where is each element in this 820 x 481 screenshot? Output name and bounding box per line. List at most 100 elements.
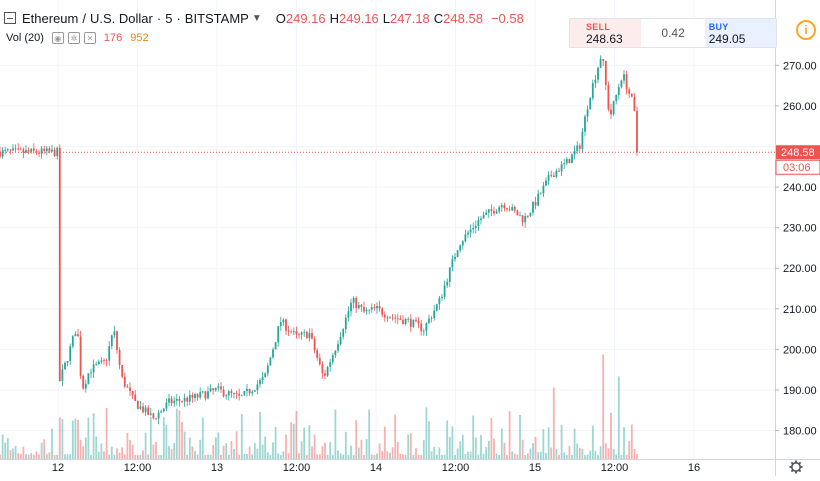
candle-body [586,109,589,117]
candle-body [360,305,363,308]
candle-body [43,148,46,152]
gear-icon[interactable] [789,460,803,474]
candle-body [607,85,610,110]
candle-body [581,131,584,149]
volume-bar [27,454,30,459]
candle-body [168,398,170,403]
candle-body [599,59,602,68]
interval[interactable]: 5 [165,10,173,26]
volume-bar [513,453,516,459]
candle-body [227,391,230,396]
volume-bar [537,452,540,459]
volume-bar [259,411,261,459]
candle-body [396,318,399,320]
price-tick-label: 220.00 [783,263,817,275]
candle-body [552,175,555,177]
volume-bar [472,415,475,459]
info-circle-icon[interactable]: i [796,20,816,40]
candle-body [620,80,623,88]
exchange-name[interactable]: BITSTAMP [184,10,249,26]
sell-button[interactable]: SELL 248.63 [570,19,642,47]
dot-separator: · [156,10,162,26]
candle-body [282,319,285,323]
candle-body [409,318,412,327]
high-value: 249.16 [339,10,379,26]
candle-body [532,202,534,213]
candle-body [17,148,20,150]
candle-body [191,394,194,398]
volume-bar [506,454,508,459]
volume-bar [19,453,22,459]
candle-body [131,391,134,395]
candle-body [443,285,446,297]
time-tick-label: 12:00 [601,462,629,474]
volume-bar [428,421,430,459]
time-tick-label: 16 [688,462,700,474]
volume-bar [610,412,612,459]
volume-bar [183,431,186,459]
candle-body [144,407,147,413]
volume-label[interactable]: Vol (20) [6,32,44,44]
volume-bar [420,454,423,459]
volume-bar [357,447,360,459]
volume-bar [578,448,581,459]
volume-bar [269,454,272,459]
volume-bar [45,454,48,459]
volume-bar [191,446,194,459]
chevron-down-icon[interactable]: ▼ [251,12,262,24]
candle-body [326,366,329,376]
volume-bar [435,454,438,459]
minus-square-icon[interactable] [4,12,16,24]
candle-body [454,256,456,260]
volume-bar [360,439,363,459]
volume-bar [409,433,412,459]
volume-bar [329,442,332,459]
volume-bar [0,454,1,459]
candle-body [71,336,74,347]
close-icon[interactable]: ✕ [83,32,96,44]
candle-body [482,214,485,219]
candle-body [615,95,618,102]
volume-bar [534,436,537,459]
volume-bar [251,454,254,459]
volume-bar [347,454,350,459]
volume-bar [311,446,313,459]
volume-bar [604,443,607,459]
candle-body [534,202,537,206]
candle-body [108,346,111,361]
volume-bar [123,454,126,459]
volume-bar [118,452,121,459]
symbol-name[interactable]: Ethereum [22,10,79,26]
volume-bar [633,448,636,459]
candle-body [487,209,490,213]
price-tick-label: 200.00 [783,344,817,356]
close-key: C [433,10,444,26]
volume-bar [542,429,545,459]
candle-body [4,149,7,151]
quote-currency[interactable]: U.S. Dollar [90,10,153,26]
volume-bar [378,443,381,459]
volume-bar [589,450,592,459]
candle-body [617,87,620,96]
candle-body [32,148,35,151]
volume-bar [529,448,532,459]
buy-button[interactable]: BUY 249.05 [704,19,776,47]
candle-body [485,212,488,215]
candle-body [321,364,324,374]
candle-body [472,228,475,230]
candle-body [451,259,454,268]
volume-bar [363,454,365,459]
candle-body [402,319,404,324]
volume-bar [568,445,571,459]
volume-bar [266,452,269,459]
settings-icon[interactable]: ✲ [67,32,80,44]
candle-body [446,281,449,286]
gear-tooth [790,461,794,465]
eye-icon[interactable]: ◉ [51,32,64,44]
volume-bar [407,434,410,459]
volume-bar [69,454,72,459]
candle-body [1,150,4,157]
volume-bar [1,434,4,459]
